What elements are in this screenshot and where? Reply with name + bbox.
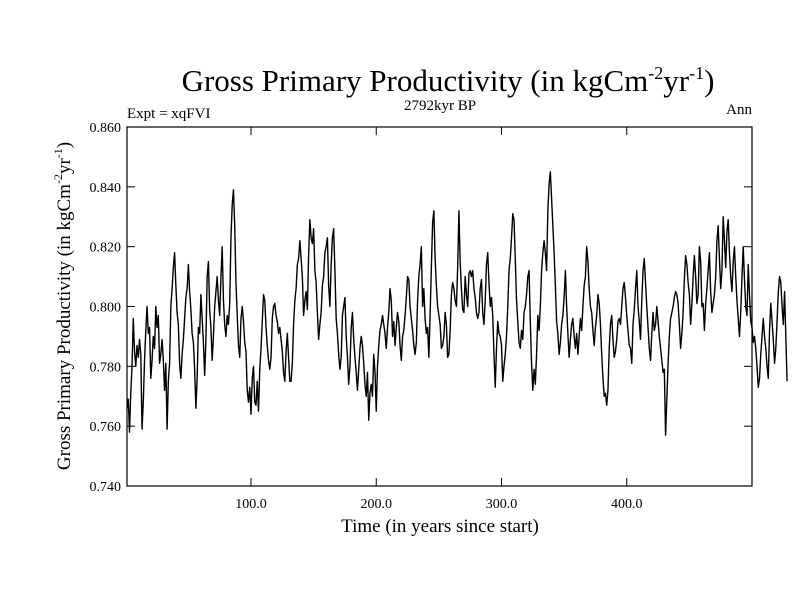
series-line-gpp bbox=[126, 171, 788, 436]
chart-title-sup1: -2 bbox=[648, 63, 663, 83]
y-tick-label: 0.820 bbox=[90, 241, 122, 256]
chart-title-mid: yr bbox=[663, 63, 690, 98]
y-tick-label: 0.800 bbox=[90, 301, 122, 316]
y-tick-label: 0.760 bbox=[90, 420, 122, 435]
chart-title: Gross Primary Productivity (in kgCm-2yr-… bbox=[182, 63, 715, 98]
y-axis-label-mid: yr bbox=[54, 158, 75, 175]
x-axis-label: Time (in years since start) bbox=[341, 516, 539, 537]
y-axis-label-main: Gross Primary Productivity (in kgCm bbox=[54, 184, 75, 470]
y-tick-label: 0.740 bbox=[90, 480, 122, 495]
period-label: 2792kyr BP bbox=[404, 98, 476, 114]
x-tick-label: 100.0 bbox=[235, 497, 267, 512]
y-axis-label-sup2: -1 bbox=[51, 148, 65, 158]
x-axis-ticks: 100.0 200.0 300.0 400.0 bbox=[235, 127, 642, 512]
experiment-label: Expt = xqFVI bbox=[127, 106, 210, 122]
x-tick-label: 200.0 bbox=[360, 497, 392, 512]
chart-title-sup2: -1 bbox=[689, 63, 704, 83]
season-label: Ann bbox=[726, 102, 752, 118]
y-axis-label-sup1: -2 bbox=[51, 174, 65, 184]
plot-frame bbox=[126, 126, 753, 487]
y-tick-label: 0.860 bbox=[90, 121, 122, 136]
y-axis-label-end: ) bbox=[54, 142, 75, 148]
chart-title-main: Gross Primary Productivity (in kgCm bbox=[182, 63, 649, 98]
x-tick-label: 300.0 bbox=[486, 497, 518, 512]
y-tick-label: 0.840 bbox=[90, 181, 122, 196]
chart-title-end: ) bbox=[704, 63, 714, 98]
y-tick-label: 0.780 bbox=[90, 360, 122, 375]
x-tick-label: 400.0 bbox=[611, 497, 643, 512]
y-axis-label: Gross Primary Productivity (in kgCm-2yr-… bbox=[51, 142, 75, 470]
y-axis-ticks: 0.740 0.760 0.780 0.800 0.820 0.840 0.860 bbox=[90, 121, 752, 495]
